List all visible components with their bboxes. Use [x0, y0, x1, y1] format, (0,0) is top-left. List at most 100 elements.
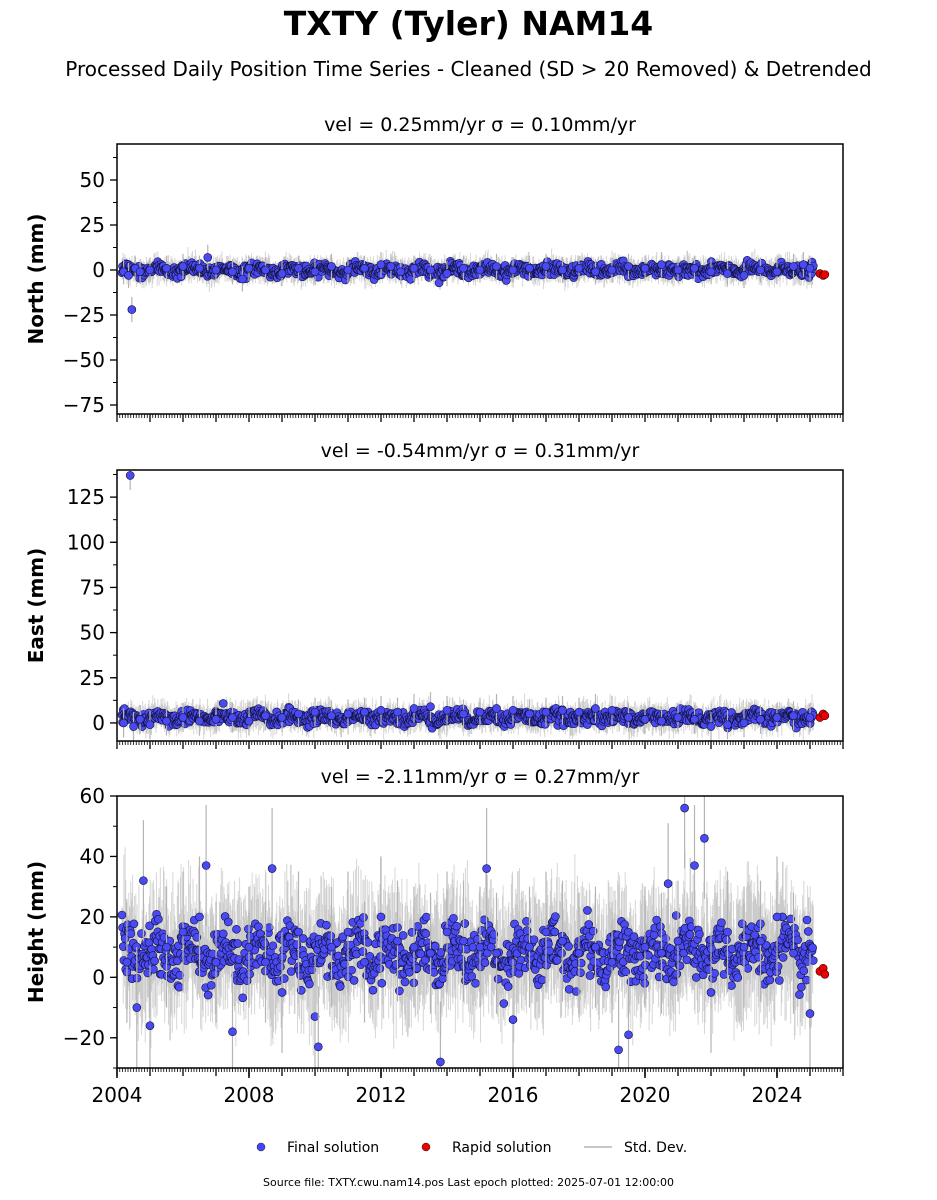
- final-solution-point: [574, 707, 584, 717]
- final-solution-point: [459, 709, 468, 719]
- final-solution-point: [690, 263, 699, 273]
- final-solution-point: [294, 709, 303, 719]
- final-solution-point: [244, 263, 254, 273]
- final-solution-point: [459, 263, 468, 273]
- final-solution-point: [327, 262, 336, 271]
- final-solution-point: [135, 267, 145, 277]
- final-solution-point: [360, 707, 369, 717]
- y-tick-label: −50: [63, 348, 105, 372]
- final-solution-point: [475, 265, 485, 275]
- final-solution-point: [218, 699, 228, 708]
- y-tick-label: 25: [80, 666, 105, 690]
- panel-title: vel = -0.54mm/yr σ = 0.31mm/yr: [321, 440, 640, 462]
- y-axis-label: North (mm): [24, 213, 48, 344]
- final-solution-point: [294, 263, 303, 273]
- final-solution-point: [409, 704, 419, 713]
- final-solution-point: [125, 471, 135, 480]
- final-solution-point: [574, 263, 584, 273]
- final-solution-point: [393, 707, 402, 717]
- final-solution-point: [723, 269, 732, 278]
- final-solution-point: [277, 269, 287, 278]
- final-solution-point: [657, 260, 666, 269]
- final-solution-point: [228, 713, 237, 722]
- final-solution-point: [492, 262, 501, 271]
- y-tick-label: 0: [92, 711, 105, 735]
- final-solution-point: [360, 263, 369, 273]
- y-tick-label: 50: [80, 168, 105, 192]
- plot-area: [117, 244, 830, 323]
- y-tick-label: −75: [63, 393, 105, 417]
- y-tick-label: −25: [63, 303, 105, 327]
- figure-subtitle: Processed Daily Position Time Series - C…: [65, 57, 872, 81]
- y-tick-label: 25: [80, 213, 105, 237]
- final-solution-point: [591, 704, 600, 713]
- final-solution-point: [145, 265, 155, 275]
- final-solution-point: [475, 707, 485, 717]
- final-solution-point: [706, 267, 716, 277]
- final-solution-point: [195, 263, 204, 273]
- final-solution-point: [640, 263, 650, 273]
- y-tick-label: 50: [80, 621, 105, 645]
- final-solution-point: [145, 720, 155, 730]
- final-solution-point: [525, 709, 534, 719]
- final-solution-point: [789, 711, 798, 721]
- final-solution-point: [657, 716, 666, 726]
- final-solution-point: [211, 715, 221, 724]
- y-tick-label: 75: [80, 575, 105, 599]
- final-solution-point: [756, 265, 765, 275]
- plot-area: [117, 470, 830, 741]
- final-solution-point: [211, 265, 221, 275]
- final-solution-point: [739, 271, 749, 280]
- final-solution-point: [739, 718, 749, 728]
- y-tick-label: 100: [67, 530, 105, 554]
- final-solution-point: [124, 271, 133, 280]
- final-solution-point: [261, 711, 270, 721]
- final-solution-point: [203, 253, 213, 262]
- final-solution-point: [327, 711, 336, 721]
- final-solution-point: [135, 715, 145, 724]
- final-solution-point: [442, 705, 452, 715]
- final-solution-point: [805, 713, 815, 722]
- final-solution-point: [541, 707, 551, 717]
- final-solution-point: [541, 262, 551, 271]
- final-solution-point: [558, 265, 567, 275]
- final-solution-point: [261, 265, 270, 275]
- final-solution-point: [310, 707, 320, 717]
- final-solution-point: [640, 715, 650, 724]
- final-solution-point: [119, 718, 128, 728]
- rapid-solution-point: [820, 270, 830, 279]
- final-solution-point: [426, 702, 435, 711]
- final-solution-point: [178, 713, 188, 722]
- final-solution-point: [508, 705, 518, 715]
- final-solution-point: [376, 260, 386, 269]
- final-solution-point: [756, 715, 765, 724]
- final-solution-point: [442, 269, 452, 278]
- final-solution-point: [409, 263, 419, 273]
- final-solution-point: [376, 705, 386, 715]
- final-solution-point: [789, 262, 798, 271]
- final-solution-point: [434, 278, 444, 288]
- final-solution-point: [195, 716, 204, 726]
- y-axis-label: East (mm): [24, 548, 48, 664]
- final-solution-point: [607, 265, 617, 275]
- final-solution-point: [426, 265, 435, 275]
- final-solution-point: [162, 716, 171, 726]
- final-solution-point: [591, 267, 600, 277]
- final-solution-point: [238, 274, 247, 284]
- figure-title: TXTY (Tyler) NAM14: [283, 4, 654, 43]
- final-solution-point: [706, 722, 716, 731]
- y-tick-label: 125: [67, 485, 105, 509]
- final-solution-point: [607, 705, 617, 715]
- panel-title: vel = 0.25mm/yr σ = 0.10mm/yr: [324, 114, 636, 136]
- final-solution-point: [343, 709, 353, 719]
- final-solution-point: [396, 267, 406, 277]
- final-solution-point: [178, 262, 188, 271]
- final-solution-point: [228, 267, 237, 277]
- final-solution-point: [129, 722, 138, 731]
- final-solution-point: [673, 265, 683, 275]
- final-solution-point: [127, 305, 137, 314]
- final-solution-point: [310, 267, 320, 277]
- final-solution-point: [723, 720, 732, 730]
- final-solution-point: [277, 713, 287, 722]
